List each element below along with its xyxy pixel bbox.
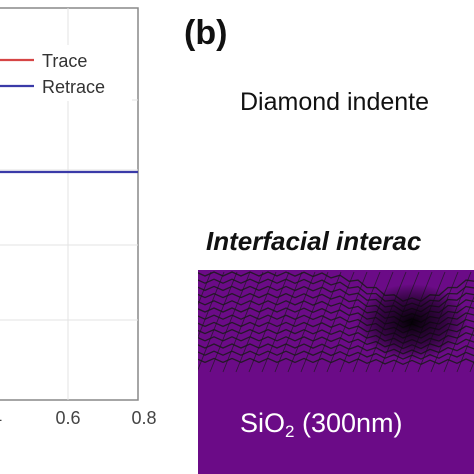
mesh-bond — [261, 271, 303, 373]
panel-label-b: (b) — [184, 14, 228, 52]
mesh-bond — [198, 271, 225, 339]
mesh-bond — [300, 271, 342, 373]
mesh-bond — [209, 271, 251, 373]
x-tick-label: 0.6 — [55, 408, 80, 428]
indentation-illustration — [145, 270, 474, 474]
substrate-thickness: (300nm) — [294, 408, 403, 438]
mesh-row — [198, 357, 474, 366]
mesh-bond — [222, 271, 264, 373]
legend-label-trace: Trace — [42, 51, 87, 71]
mesh-bond — [198, 272, 199, 274]
mesh-row — [198, 350, 474, 360]
x-tick-label: 0.8 — [131, 408, 156, 428]
x-ticks: 0.6 0.8 4 — [0, 408, 157, 428]
legend: Trace Retrace — [0, 45, 132, 101]
mesh-bond — [145, 272, 185, 372]
plot-panel-a: 0.6 0.8 4 Trace Retrace — [0, 7, 157, 428]
indentation-dent — [356, 284, 468, 360]
mesh-bond — [235, 271, 277, 373]
mesh-bond — [313, 271, 355, 373]
mesh-bond — [198, 271, 238, 371]
mesh-bond — [274, 271, 316, 373]
substrate-formula: SiO — [240, 408, 286, 438]
legend-label-retrace: Retrace — [42, 77, 105, 97]
mesh-bond — [456, 328, 474, 373]
substrate-subscript: 2 — [285, 422, 295, 441]
mesh-bond — [248, 271, 290, 373]
x-tick-label-partial: 4 — [0, 408, 2, 428]
substrate-label: SiO2 (300nm) — [240, 408, 403, 442]
mesh-bond — [326, 271, 368, 373]
legend-box — [0, 45, 132, 101]
diamond-indenter-text: Diamond indente — [240, 88, 430, 116]
mesh-bond — [287, 271, 329, 373]
interfacial-interaction-text: Interfacial interac — [206, 226, 422, 256]
mesh-bond — [198, 271, 212, 306]
